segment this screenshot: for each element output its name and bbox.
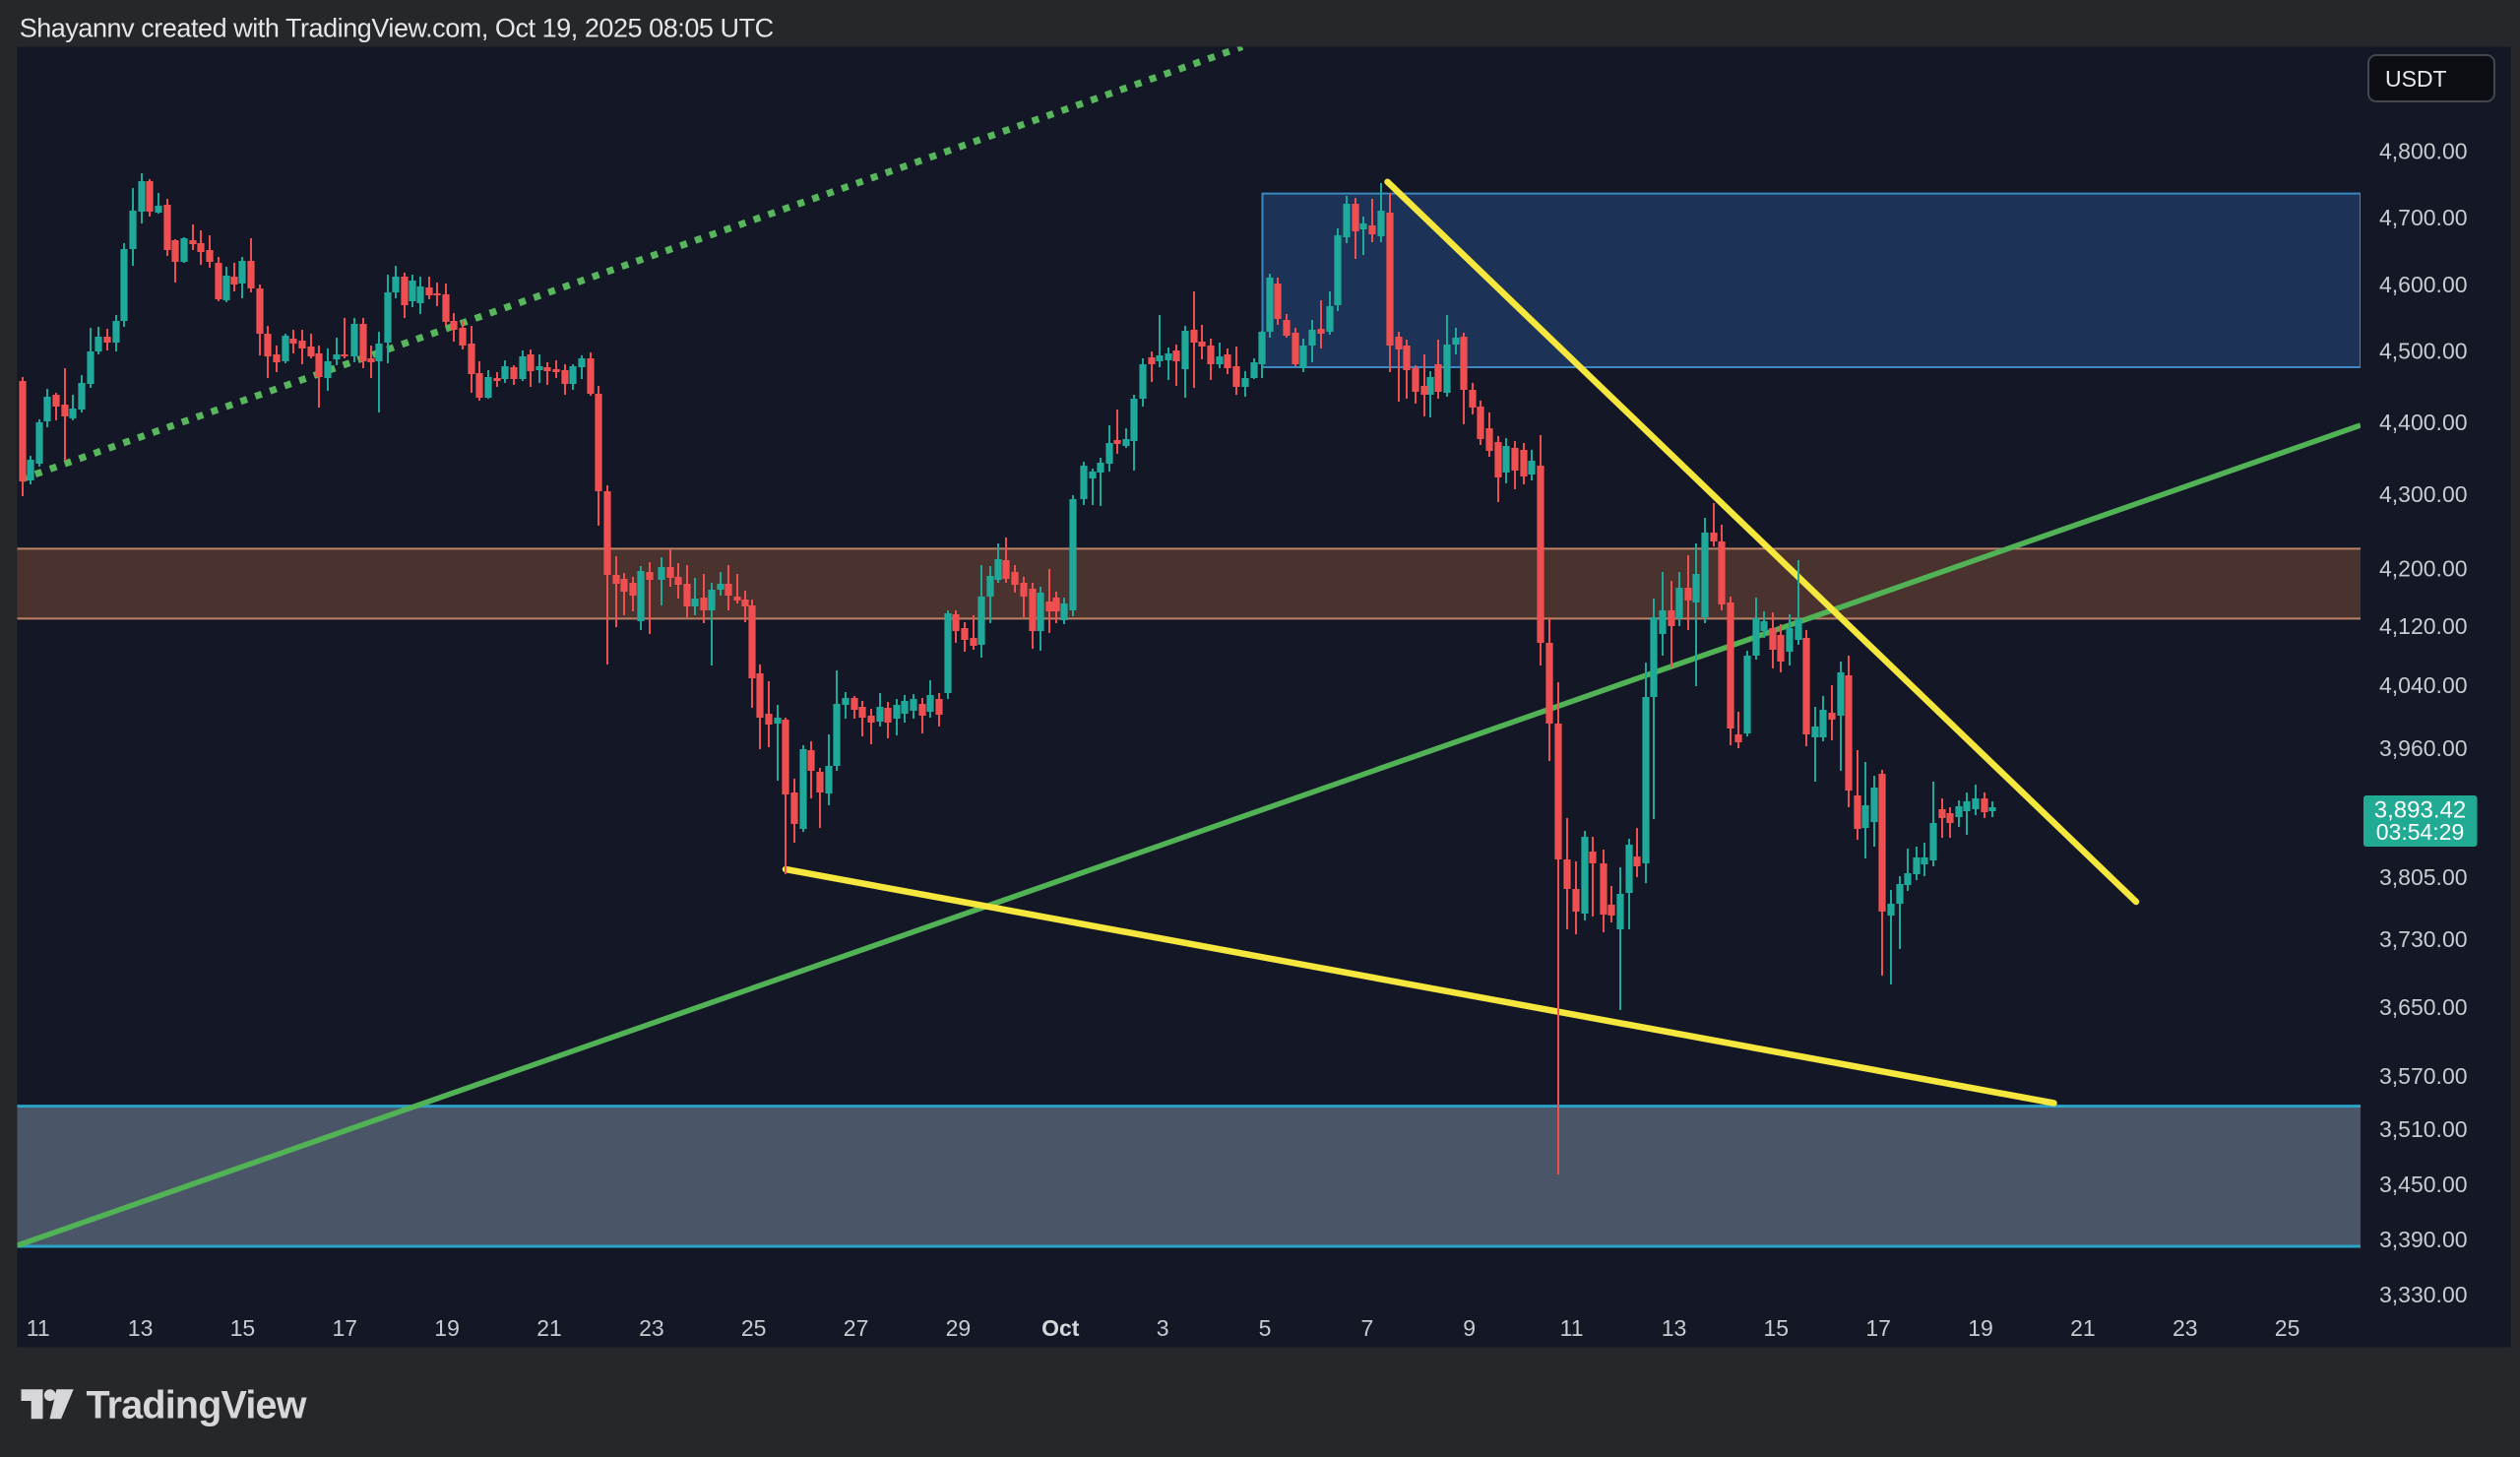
svg-text:11: 11 — [27, 1315, 50, 1341]
svg-text:4,300.00: 4,300.00 — [2379, 481, 2468, 507]
svg-text:25: 25 — [2275, 1315, 2300, 1341]
svg-text:19: 19 — [434, 1315, 460, 1341]
svg-text:TradingView: TradingView — [87, 1384, 307, 1427]
svg-text:21: 21 — [536, 1315, 562, 1341]
svg-text:3,893.42: 3,893.42 — [2374, 797, 2466, 824]
svg-text:4,600.00: 4,600.00 — [2379, 272, 2468, 297]
svg-text:9: 9 — [1463, 1315, 1476, 1341]
svg-text:Shayannv created with TradingV: Shayannv created with TradingView.com, O… — [20, 14, 774, 43]
svg-text:15: 15 — [230, 1315, 256, 1341]
svg-text:29: 29 — [946, 1315, 972, 1341]
svg-text:13: 13 — [128, 1315, 154, 1341]
svg-text:3,330.00: 3,330.00 — [2379, 1282, 2468, 1307]
svg-text:27: 27 — [844, 1315, 869, 1341]
svg-text:11: 11 — [1560, 1315, 1584, 1341]
svg-text:21: 21 — [2070, 1315, 2096, 1341]
svg-text:4,500.00: 4,500.00 — [2379, 339, 2468, 364]
svg-text:23: 23 — [2173, 1315, 2198, 1341]
svg-text:15: 15 — [1764, 1315, 1790, 1341]
svg-text:13: 13 — [1662, 1315, 1687, 1341]
svg-text:3: 3 — [1157, 1315, 1169, 1341]
svg-text:3,390.00: 3,390.00 — [2379, 1227, 2468, 1252]
svg-text:3,510.00: 3,510.00 — [2379, 1116, 2468, 1142]
svg-text:3,730.00: 3,730.00 — [2379, 926, 2468, 952]
svg-text:4,700.00: 4,700.00 — [2379, 205, 2468, 230]
svg-text:7: 7 — [1361, 1315, 1374, 1341]
svg-text:4,040.00: 4,040.00 — [2379, 672, 2468, 698]
svg-text:3,650.00: 3,650.00 — [2379, 994, 2468, 1020]
svg-text:03:54:29: 03:54:29 — [2376, 819, 2465, 845]
svg-text:23: 23 — [639, 1315, 664, 1341]
svg-text:3,960.00: 3,960.00 — [2379, 735, 2468, 761]
svg-text:25: 25 — [741, 1315, 767, 1341]
svg-text:USDT: USDT — [2385, 66, 2447, 92]
svg-text:5: 5 — [1259, 1315, 1272, 1341]
svg-text:3,570.00: 3,570.00 — [2379, 1063, 2468, 1089]
svg-text:3,805.00: 3,805.00 — [2379, 864, 2468, 890]
svg-text:3,450.00: 3,450.00 — [2379, 1172, 2468, 1197]
svg-text:4,200.00: 4,200.00 — [2379, 556, 2468, 582]
svg-text:4,120.00: 4,120.00 — [2379, 613, 2468, 639]
svg-text:4,800.00: 4,800.00 — [2379, 139, 2468, 164]
svg-text:19: 19 — [1968, 1315, 1993, 1341]
svg-text:17: 17 — [1865, 1315, 1891, 1341]
svg-text:Oct: Oct — [1041, 1315, 1080, 1341]
svg-text:17: 17 — [333, 1315, 358, 1341]
svg-text:4,400.00: 4,400.00 — [2379, 410, 2468, 435]
